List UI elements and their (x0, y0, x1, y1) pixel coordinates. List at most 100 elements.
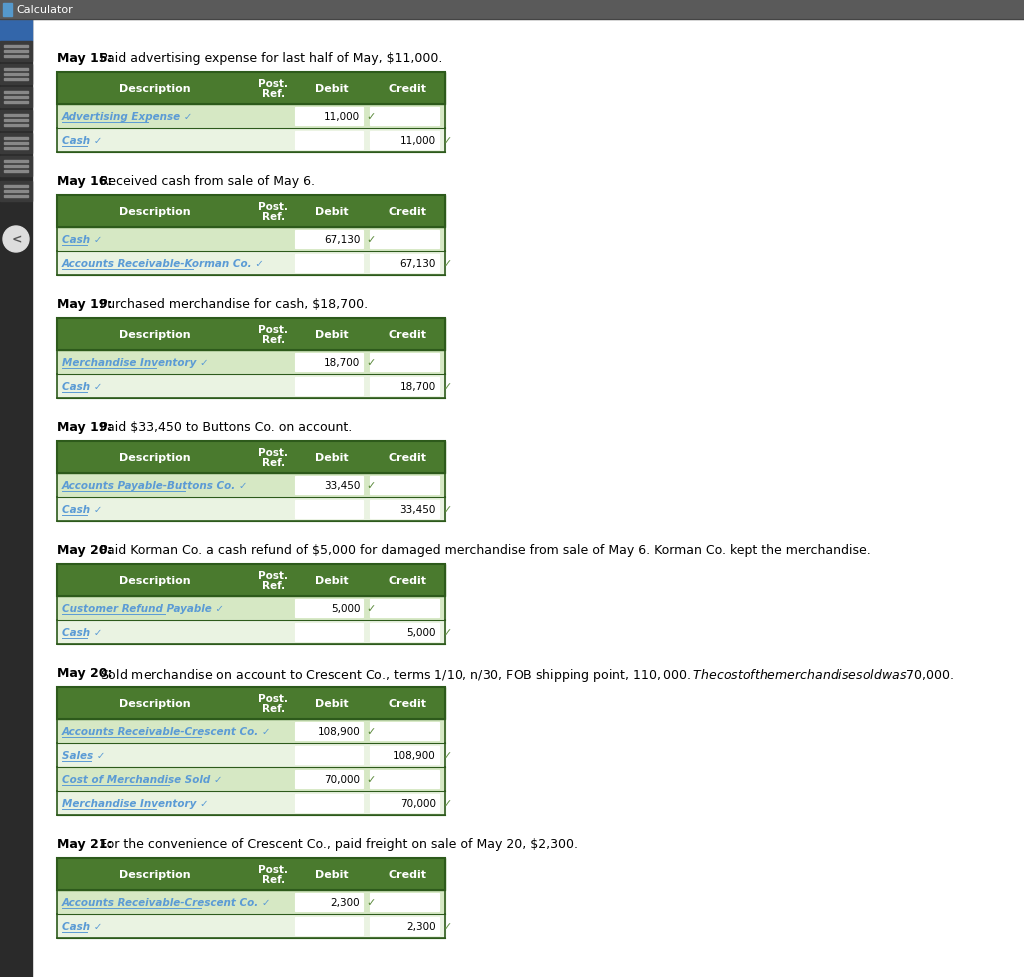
Bar (57, 743, 445, 767)
Text: Paid $33,450 to Buttons Co. on account.: Paid $33,450 to Buttons Co. on account. (100, 420, 352, 434)
Text: Cash ✓: Cash ✓ (62, 504, 102, 515)
Bar (295, 599, 364, 617)
Text: Customer Refund Payable ✓: Customer Refund Payable ✓ (62, 604, 224, 614)
Text: 5,000: 5,000 (331, 604, 360, 614)
Text: 108,900: 108,900 (317, 726, 360, 737)
Bar (57, 719, 445, 743)
Bar (57, 73, 445, 105)
Text: Post.: Post. (258, 324, 289, 335)
Text: Accounts Receivable-Crescent Co. ✓: Accounts Receivable-Crescent Co. ✓ (62, 726, 271, 737)
Text: ✓: ✓ (367, 112, 376, 122)
Text: ✓: ✓ (442, 798, 452, 808)
Text: Cash ✓: Cash ✓ (62, 627, 102, 637)
Text: Description: Description (119, 84, 190, 94)
Bar (57, 687, 445, 719)
Bar (57, 374, 445, 399)
Bar (295, 917, 364, 935)
Text: <: < (11, 234, 23, 246)
Text: Accounts Receivable-Korman Co. ✓: Accounts Receivable-Korman Co. ✓ (62, 259, 265, 269)
Bar (57, 858, 445, 890)
Bar (4, 161, 28, 163)
Bar (4, 115, 28, 117)
Text: 5,000: 5,000 (407, 627, 436, 637)
Text: ✓: ✓ (367, 234, 376, 245)
Bar (57, 319, 445, 351)
Text: Purchased merchandise for cash, $18,700.: Purchased merchandise for cash, $18,700. (100, 298, 368, 311)
Text: Sold merchandise on account to Crescent Co., terms 1/10, n/30, FOB shipping poin: Sold merchandise on account to Crescent … (100, 666, 954, 683)
Text: Merchandise Inventory ✓: Merchandise Inventory ✓ (62, 798, 209, 808)
Text: Debit: Debit (314, 575, 348, 585)
Bar (371, 746, 439, 764)
Text: ✓: ✓ (367, 774, 376, 785)
Text: 108,900: 108,900 (393, 750, 436, 760)
Bar (4, 171, 28, 173)
Text: Paid Korman Co. a cash refund of $5,000 for damaged merchandise from sale of May: Paid Korman Co. a cash refund of $5,000 … (100, 543, 870, 557)
Text: Post.: Post. (258, 571, 289, 580)
Bar (0, 42, 32, 62)
Bar (295, 255, 364, 273)
Bar (371, 599, 439, 617)
Bar (57, 195, 445, 228)
Bar (4, 143, 28, 145)
Bar (4, 102, 28, 104)
Bar (57, 319, 445, 351)
Text: Credit: Credit (388, 329, 426, 340)
Bar (295, 623, 364, 641)
Text: May 16:: May 16: (57, 175, 113, 188)
Bar (0, 20, 32, 42)
Bar (57, 565, 445, 596)
Text: 67,130: 67,130 (399, 259, 436, 269)
Text: 67,130: 67,130 (324, 234, 360, 245)
Text: Credit: Credit (388, 699, 426, 708)
Text: May 19:: May 19: (57, 420, 113, 434)
Text: ✓: ✓ (442, 627, 452, 637)
Text: ✓: ✓ (442, 504, 452, 515)
Bar (4, 97, 28, 99)
Bar (0, 64, 32, 85)
Bar (295, 500, 364, 519)
Bar (0, 0, 1024, 20)
Text: Credit: Credit (388, 207, 426, 217)
Bar (57, 596, 445, 620)
Bar (371, 623, 439, 641)
Text: Post.: Post. (258, 79, 289, 89)
Text: Ref.: Ref. (262, 580, 285, 590)
Text: ✓: ✓ (367, 897, 376, 907)
Text: Cash ✓: Cash ✓ (62, 382, 102, 392)
Text: Accounts Receivable-Crescent Co. ✓: Accounts Receivable-Crescent Co. ✓ (62, 897, 271, 907)
Bar (4, 51, 28, 53)
Text: 33,450: 33,450 (399, 504, 436, 515)
Text: Credit: Credit (388, 870, 426, 879)
Bar (371, 132, 439, 149)
Bar (295, 722, 364, 741)
Bar (57, 620, 445, 645)
Bar (0, 134, 32, 153)
Text: 33,450: 33,450 (324, 481, 360, 490)
Bar (57, 791, 445, 815)
Text: Received cash from sale of May 6.: Received cash from sale of May 6. (100, 175, 315, 188)
Text: Description: Description (119, 699, 190, 708)
Bar (295, 354, 364, 371)
Bar (4, 69, 28, 71)
Bar (371, 378, 439, 396)
Bar (295, 770, 364, 788)
Text: May 19:: May 19: (57, 298, 113, 311)
Bar (57, 565, 445, 596)
Bar (4, 56, 28, 58)
Text: Cash ✓: Cash ✓ (62, 136, 102, 146)
Bar (4, 166, 28, 168)
Bar (371, 893, 439, 912)
Text: 18,700: 18,700 (399, 382, 436, 392)
Bar (57, 497, 445, 522)
Bar (57, 914, 445, 938)
Bar (57, 858, 445, 890)
Text: Debit: Debit (314, 207, 348, 217)
Bar (57, 687, 445, 719)
Text: 11,000: 11,000 (325, 112, 360, 122)
Text: Credit: Credit (388, 84, 426, 94)
Bar (4, 74, 28, 76)
Bar (57, 442, 445, 474)
Bar (371, 722, 439, 741)
Circle shape (3, 227, 29, 253)
Text: Description: Description (119, 329, 190, 340)
